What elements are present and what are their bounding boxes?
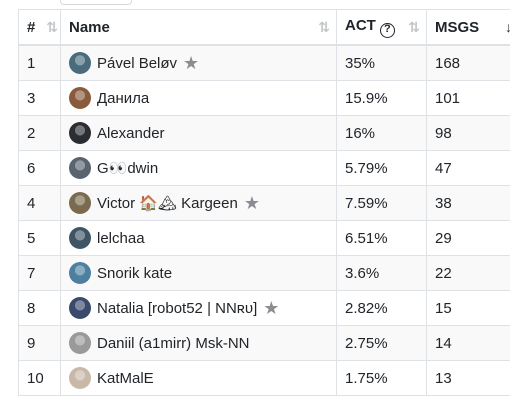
- column-header-rank-label: #: [27, 18, 36, 36]
- table-row[interactable]: 9 Daniil (a1mirr) Msk-NN 2.75% 14: [18, 325, 510, 361]
- rank-cell: 1: [18, 44, 61, 81]
- act-cell: 3.6%: [336, 255, 427, 291]
- name-cell: KatMalE: [60, 360, 337, 396]
- help-icon[interactable]: ?: [379, 22, 395, 38]
- table-row[interactable]: 1 Pável Beløv ★ 35% 168: [18, 44, 510, 81]
- avatar[interactable]: [69, 262, 91, 284]
- user-entry[interactable]: Victor 🏠🏔 Kargeen ★: [69, 187, 328, 220]
- table-row[interactable]: 7 Snorik kate 3.6% 22: [18, 255, 510, 291]
- msgs-cell: 22: [426, 255, 510, 291]
- user-entry[interactable]: Данила: [69, 82, 328, 115]
- column-header-name[interactable]: Name ⇅: [60, 9, 337, 46]
- avatar[interactable]: [69, 227, 91, 249]
- act-cell: 7.59%: [336, 185, 427, 221]
- user-entry[interactable]: KatMalE: [69, 362, 328, 395]
- table-header-row: # ⇅ Name ⇅ ACT? ⇅ MSGS ↓: [18, 9, 510, 46]
- name-cell: Alexander: [60, 115, 337, 151]
- name-cell: Pável Beløv ★: [60, 44, 337, 81]
- column-header-act[interactable]: ACT? ⇅: [336, 9, 427, 46]
- name-cell: G👀dwin: [60, 150, 337, 186]
- star-icon: ★: [243, 193, 260, 213]
- msgs-cell: 29: [426, 220, 510, 256]
- user-entry[interactable]: G👀dwin: [69, 152, 328, 185]
- rank-cell: 3: [18, 80, 61, 116]
- avatar[interactable]: [69, 332, 91, 354]
- rank-cell: 9: [18, 325, 61, 361]
- avatar[interactable]: [69, 297, 91, 319]
- table-row[interactable]: 5 lelchaa 6.51% 29: [18, 220, 510, 256]
- rank-cell: 10: [18, 360, 61, 396]
- msgs-cell: 101: [426, 80, 510, 116]
- user-entry[interactable]: lelchaa: [69, 222, 328, 255]
- act-cell: 5.79%: [336, 150, 427, 186]
- msgs-cell: 15: [426, 290, 510, 326]
- msgs-cell: 14: [426, 325, 510, 361]
- sort-descending-icon[interactable]: ↓: [505, 19, 510, 35]
- user-entry[interactable]: Alexander: [69, 117, 328, 150]
- user-entry[interactable]: Snorik kate: [69, 257, 328, 290]
- user-name[interactable]: lelchaa: [97, 229, 145, 247]
- act-cell: 35%: [336, 44, 427, 81]
- star-icon: ★: [263, 298, 280, 318]
- sort-icon[interactable]: ⇅: [46, 19, 58, 35]
- rank-cell: 6: [18, 150, 61, 186]
- table-row[interactable]: 2 Alexander 16% 98: [18, 115, 510, 151]
- user-entry[interactable]: Natalia [robot52 | NNʀᴜ] ★: [69, 292, 328, 325]
- name-cell: Natalia [robot52 | NNʀᴜ] ★: [60, 290, 337, 326]
- user-name[interactable]: Natalia [robot52 | NNʀᴜ]: [97, 299, 258, 317]
- rank-cell: 8: [18, 290, 61, 326]
- user-name[interactable]: KatMalE: [97, 369, 154, 387]
- column-header-name-label: Name: [69, 18, 110, 36]
- table-row[interactable]: 3 Данила 15.9% 101: [18, 80, 510, 116]
- user-name[interactable]: Snorik kate: [97, 264, 173, 282]
- avatar[interactable]: [69, 192, 91, 214]
- msgs-cell: 98: [426, 115, 510, 151]
- sort-icon[interactable]: ⇅: [318, 19, 330, 35]
- table-row[interactable]: 6 G👀dwin 5.79% 47: [18, 150, 510, 186]
- user-name[interactable]: Daniil (a1mirr) Msk-NN: [97, 334, 250, 352]
- column-header-msgs[interactable]: MSGS ↓: [426, 9, 510, 46]
- name-cell: lelchaa: [60, 220, 337, 256]
- act-cell: 6.51%: [336, 220, 427, 256]
- table-row[interactable]: 4 Victor 🏠🏔 Kargeen ★ 7.59% 38: [18, 185, 510, 221]
- user-name[interactable]: Alexander: [97, 124, 165, 142]
- msgs-cell: 168: [426, 44, 510, 81]
- msgs-cell: 38: [426, 185, 510, 221]
- name-cell: Victor 🏠🏔 Kargeen ★: [60, 185, 337, 221]
- toolbar-button-edge[interactable]: [60, 0, 132, 5]
- leaderboard-table: # ⇅ Name ⇅ ACT? ⇅ MSGS ↓ 1 Pável Beløv ★ 35…: [18, 9, 510, 396]
- act-cell: 1.75%: [336, 360, 427, 396]
- act-cell: 15.9%: [336, 80, 427, 116]
- msgs-cell: 13: [426, 360, 510, 396]
- table-row[interactable]: 8 Natalia [robot52 | NNʀᴜ] ★ 2.82% 15: [18, 290, 510, 326]
- star-icon: ★: [183, 53, 200, 73]
- column-header-msgs-label: MSGS: [435, 18, 480, 36]
- avatar[interactable]: [69, 122, 91, 144]
- user-name[interactable]: G👀dwin: [97, 160, 159, 177]
- name-cell: Данила: [60, 80, 337, 116]
- msgs-cell: 47: [426, 150, 510, 186]
- avatar[interactable]: [69, 87, 91, 109]
- avatar[interactable]: [69, 52, 91, 74]
- user-entry[interactable]: Pável Beløv ★: [69, 46, 328, 80]
- rank-cell: 2: [18, 115, 61, 151]
- name-cell: Snorik kate: [60, 255, 337, 291]
- avatar[interactable]: [69, 367, 91, 389]
- user-name[interactable]: Victor 🏠🏔 Kargeen: [97, 195, 238, 212]
- act-cell: 2.82%: [336, 290, 427, 326]
- act-cell: 2.75%: [336, 325, 427, 361]
- user-entry[interactable]: Daniil (a1mirr) Msk-NN: [69, 327, 328, 360]
- user-name[interactable]: Pável Beløv: [97, 54, 178, 72]
- act-cell: 16%: [336, 115, 427, 151]
- rank-cell: 7: [18, 255, 61, 291]
- rank-cell: 4: [18, 185, 61, 221]
- name-cell: Daniil (a1mirr) Msk-NN: [60, 325, 337, 361]
- column-header-act-label: ACT: [345, 16, 376, 34]
- sort-icon[interactable]: ⇅: [408, 19, 420, 35]
- rank-cell: 5: [18, 220, 61, 256]
- avatar[interactable]: [69, 157, 91, 179]
- column-header-rank[interactable]: # ⇅: [18, 9, 61, 46]
- user-name[interactable]: Данила: [97, 89, 150, 107]
- table-row[interactable]: 10 KatMalE 1.75% 13: [18, 360, 510, 396]
